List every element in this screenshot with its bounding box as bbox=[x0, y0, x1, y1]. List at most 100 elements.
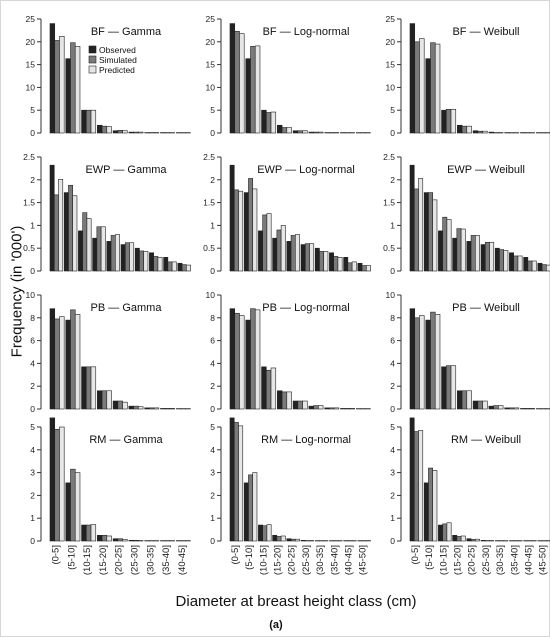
bar-predicted bbox=[530, 408, 535, 409]
bar-simulated bbox=[457, 536, 461, 541]
bar-predicted bbox=[461, 229, 465, 271]
legend-label: Observed bbox=[99, 45, 136, 55]
x-tick-label: (30-35] bbox=[315, 545, 326, 575]
bar-predicted bbox=[239, 191, 243, 271]
bar-observed bbox=[246, 320, 251, 409]
y-tick-label: 1 bbox=[390, 513, 395, 523]
x-tick-label: (15-20] bbox=[273, 545, 284, 575]
bar-predicted bbox=[267, 525, 271, 541]
bar-predicted bbox=[239, 34, 244, 133]
bar-observed bbox=[129, 406, 134, 409]
bar-observed bbox=[97, 125, 102, 133]
bar-predicted bbox=[255, 46, 260, 133]
bar-simulated bbox=[414, 189, 418, 271]
bar-observed bbox=[424, 193, 428, 271]
x-tick-label: (35-40] bbox=[509, 545, 520, 575]
x-axis-label: Diameter at breast height class (cm) bbox=[131, 593, 461, 610]
bar-observed bbox=[481, 245, 485, 271]
bar-predicted bbox=[467, 391, 472, 409]
y-tick-label: 3 bbox=[390, 468, 395, 478]
bar-observed bbox=[113, 401, 118, 409]
y-tick-label: 15 bbox=[26, 60, 36, 70]
y-tick-label: 15 bbox=[386, 60, 396, 70]
x-tick-label: (40-45] bbox=[344, 545, 355, 575]
y-tick-label: 10 bbox=[26, 290, 36, 300]
bar-simulated bbox=[86, 110, 91, 133]
y-tick-label: 3 bbox=[30, 468, 35, 478]
bar-observed bbox=[50, 309, 55, 409]
bar-observed bbox=[410, 165, 414, 271]
bar-observed bbox=[524, 257, 528, 271]
panel-title: RM — Weibull bbox=[451, 434, 521, 446]
y-tick-label: 10 bbox=[386, 82, 396, 92]
bar-predicted bbox=[267, 214, 271, 271]
bar-predicted bbox=[73, 196, 77, 271]
bar-predicted bbox=[271, 368, 276, 409]
bar-predicted bbox=[287, 128, 292, 133]
y-tick-label: 4 bbox=[210, 358, 215, 368]
bar-predicted bbox=[532, 261, 536, 271]
bar-observed bbox=[64, 193, 68, 271]
bar-predicted bbox=[130, 243, 134, 271]
y-tick-label: 10 bbox=[206, 290, 216, 300]
x-tick-label: (20-25] bbox=[287, 545, 298, 575]
bar-predicted bbox=[435, 44, 440, 133]
bar-simulated bbox=[457, 229, 461, 271]
bar-predicted bbox=[433, 470, 437, 541]
y-tick-label: 0 bbox=[210, 266, 215, 276]
bar-observed bbox=[287, 241, 291, 271]
y-tick-label: 10 bbox=[386, 290, 396, 300]
bar-simulated bbox=[305, 244, 309, 271]
panel-title: RM — Gamma bbox=[89, 434, 163, 446]
bar-simulated bbox=[528, 261, 532, 271]
x-tick-label: (10-15] bbox=[82, 545, 93, 575]
bar-predicted bbox=[433, 200, 437, 271]
bar-simulated bbox=[134, 132, 139, 133]
bar-simulated bbox=[182, 265, 186, 271]
bar-observed bbox=[97, 391, 102, 409]
bar-simulated bbox=[55, 319, 60, 409]
bar-observed bbox=[481, 540, 485, 541]
x-tick-label: (10-15] bbox=[438, 545, 449, 575]
bar-predicted bbox=[101, 227, 105, 271]
y-tick-label: 0 bbox=[210, 536, 215, 546]
bar-predicted bbox=[419, 316, 424, 409]
bar-observed bbox=[410, 418, 414, 541]
y-tick-label: 2 bbox=[30, 175, 35, 185]
bar-observed bbox=[344, 257, 348, 271]
y-tick-label: 0 bbox=[210, 404, 215, 414]
bar-predicted bbox=[546, 265, 550, 271]
bar-observed bbox=[121, 245, 125, 271]
bar-predicted bbox=[318, 132, 323, 133]
bar-observed bbox=[82, 110, 87, 133]
y-tick-label: 1 bbox=[30, 220, 35, 230]
bar-simulated bbox=[415, 318, 420, 409]
bar-observed bbox=[258, 525, 262, 541]
y-tick-label: 2 bbox=[210, 381, 215, 391]
bar-predicted bbox=[451, 109, 456, 133]
bar-observed bbox=[315, 248, 319, 271]
x-tick-label: (25-30] bbox=[301, 545, 312, 575]
bar-simulated bbox=[443, 524, 447, 541]
legend-label: Predicted bbox=[99, 65, 135, 75]
bar-simulated bbox=[149, 408, 154, 409]
bar-predicted bbox=[475, 235, 479, 271]
y-tick-label: 2 bbox=[390, 381, 395, 391]
bar-simulated bbox=[235, 31, 240, 133]
bar-observed bbox=[129, 132, 134, 133]
y-tick-label: 0 bbox=[30, 536, 35, 546]
bar-predicted bbox=[115, 235, 119, 271]
bar-simulated bbox=[462, 126, 467, 133]
bar-observed bbox=[246, 59, 251, 133]
bar-predicted bbox=[366, 266, 370, 271]
bar-observed bbox=[293, 131, 298, 133]
bar-observed bbox=[230, 418, 234, 541]
x-tick-label: (5-10] bbox=[244, 545, 255, 570]
bar-predicted bbox=[419, 178, 423, 271]
bar-simulated bbox=[102, 391, 107, 409]
